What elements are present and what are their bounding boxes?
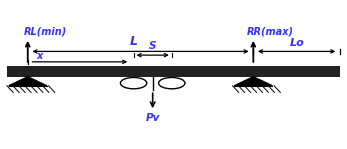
Text: RR(max): RR(max) — [246, 27, 293, 37]
Text: Lo: Lo — [289, 38, 304, 48]
Text: S: S — [149, 41, 156, 51]
Polygon shape — [9, 77, 47, 86]
Text: L: L — [129, 35, 138, 48]
Text: x: x — [36, 51, 43, 61]
Text: Pv: Pv — [145, 113, 160, 123]
Text: RL(min): RL(min) — [24, 27, 68, 37]
Polygon shape — [234, 77, 272, 86]
FancyBboxPatch shape — [7, 66, 340, 77]
